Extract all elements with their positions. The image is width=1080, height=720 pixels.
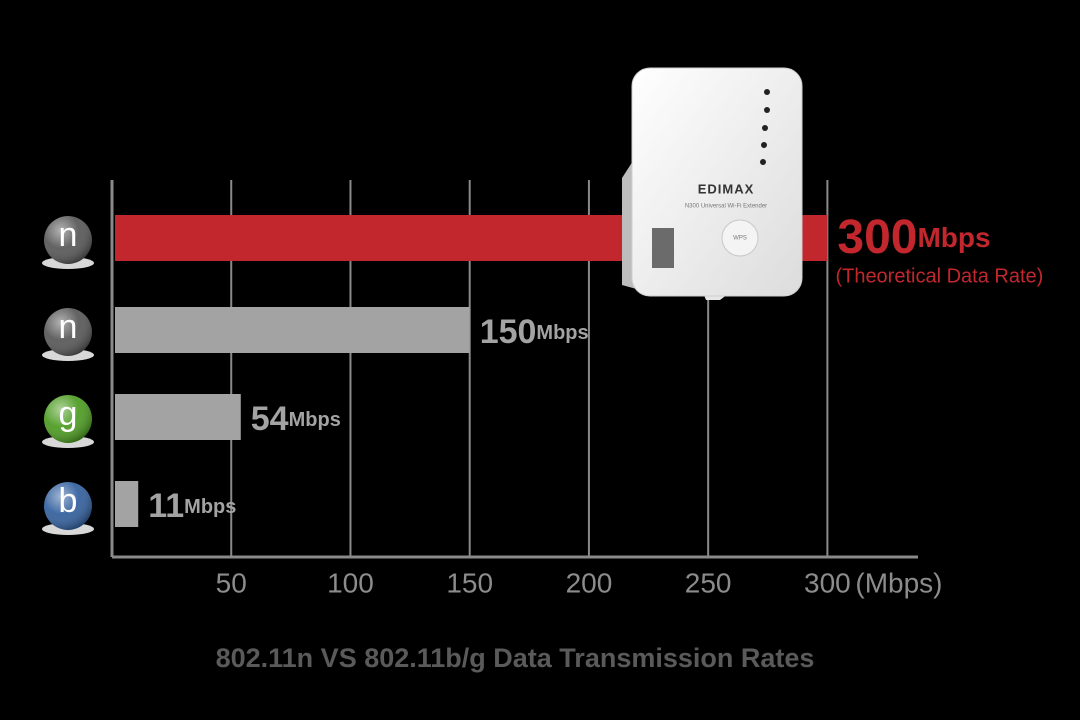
bar [115, 481, 139, 527]
device-button [721, 219, 759, 257]
device-button-label: WPS [733, 236, 747, 242]
value-label: 54Mbps [251, 400, 341, 438]
y-tick-label: b [59, 482, 78, 520]
device-image: EDIMAX N300 Universal Wi-Fi Extender WPS [622, 67, 803, 300]
y-tick-label: g [59, 395, 78, 433]
annotation: (Theoretical Data Rate) [835, 265, 1043, 287]
x-tick-label: 300 [804, 567, 851, 598]
value-label: 300Mbps [837, 211, 990, 264]
icon-shine [44, 395, 92, 443]
x-tick-label: 200 [566, 567, 613, 598]
bar [115, 307, 470, 353]
chart-title: 802.11n VS 802.11b/g Data Transmission R… [216, 643, 815, 673]
value-label: 150Mbps [480, 313, 589, 351]
device-brand: EDIMAX [698, 181, 755, 196]
device-body [631, 67, 803, 297]
device-model: N300 Universal Wi-Fi Extender [685, 204, 767, 210]
x-tick-label: 50 [216, 567, 247, 598]
bar [115, 394, 241, 440]
value-label: 11Mbps [148, 487, 236, 525]
x-tick-label: 250 [685, 567, 732, 598]
y-tick-label: n [59, 216, 78, 254]
x-tick-label: 100 [327, 567, 374, 598]
icon-shine [44, 482, 92, 530]
icon-shine [44, 216, 92, 264]
x-tick-label: 150 [446, 567, 493, 598]
device-leds [760, 89, 770, 165]
device-port [652, 228, 674, 268]
y-tick-label: n [59, 308, 78, 346]
x-axis-label: (Mbps) [855, 567, 942, 598]
icon-shine [44, 308, 92, 356]
